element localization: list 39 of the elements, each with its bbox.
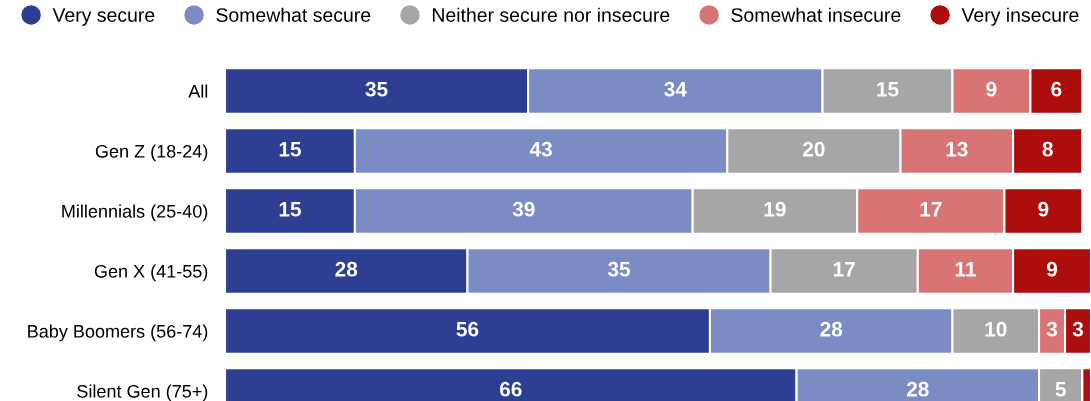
data-label: 35 bbox=[365, 81, 388, 97]
data-label: 28 bbox=[820, 321, 843, 337]
data-label: 11 bbox=[955, 262, 976, 277]
data-label: 43 bbox=[529, 141, 552, 157]
y-tick-label: All bbox=[188, 84, 208, 98]
data-label: 20 bbox=[803, 141, 825, 157]
data-label: 9 bbox=[1038, 201, 1049, 217]
y-tick-label: Baby Boomers (56-74) bbox=[28, 324, 208, 342]
data-label: 17 bbox=[920, 202, 942, 217]
data-label: 9 bbox=[986, 81, 997, 97]
data-label: 6 bbox=[1051, 81, 1062, 97]
data-label: 28 bbox=[335, 261, 358, 277]
data-label: 28 bbox=[906, 381, 929, 397]
y-tick-label: Millennials (25-40) bbox=[62, 204, 208, 222]
data-label: 66 bbox=[499, 381, 522, 397]
data-label: 3 bbox=[1046, 321, 1058, 337]
legend-label: Somewhat insecure bbox=[731, 7, 901, 22]
legend-label: Somewhat secure bbox=[216, 7, 371, 22]
data-label: 34 bbox=[664, 81, 687, 97]
data-label: 13 bbox=[946, 141, 968, 157]
data-label: 8 bbox=[1042, 141, 1053, 157]
legend-label: Very secure bbox=[52, 8, 155, 26]
legend-label: Neither secure nor insecure bbox=[432, 7, 670, 22]
data-label: 10 bbox=[985, 321, 1007, 337]
data-label: 35 bbox=[607, 261, 631, 277]
data-label: 56 bbox=[456, 321, 479, 337]
data-label: 5 bbox=[1055, 382, 1066, 397]
data-label: 15 bbox=[279, 142, 301, 157]
legend-label: Very insecure bbox=[961, 7, 1079, 26]
data-label: 15 bbox=[279, 202, 301, 217]
data-label: 9 bbox=[1046, 261, 1058, 277]
data-label: 19 bbox=[764, 201, 786, 217]
y-tick-label: Gen Z (18-24) bbox=[95, 144, 208, 162]
data-label: 17 bbox=[833, 262, 855, 277]
data-label: 3 bbox=[1072, 321, 1084, 337]
data-label: 15 bbox=[877, 82, 899, 97]
data-label: 39 bbox=[512, 201, 535, 217]
y-tick-label: Gen X (41-55) bbox=[94, 264, 208, 282]
y-tick-label: Silent Gen (75+) bbox=[77, 384, 208, 401]
